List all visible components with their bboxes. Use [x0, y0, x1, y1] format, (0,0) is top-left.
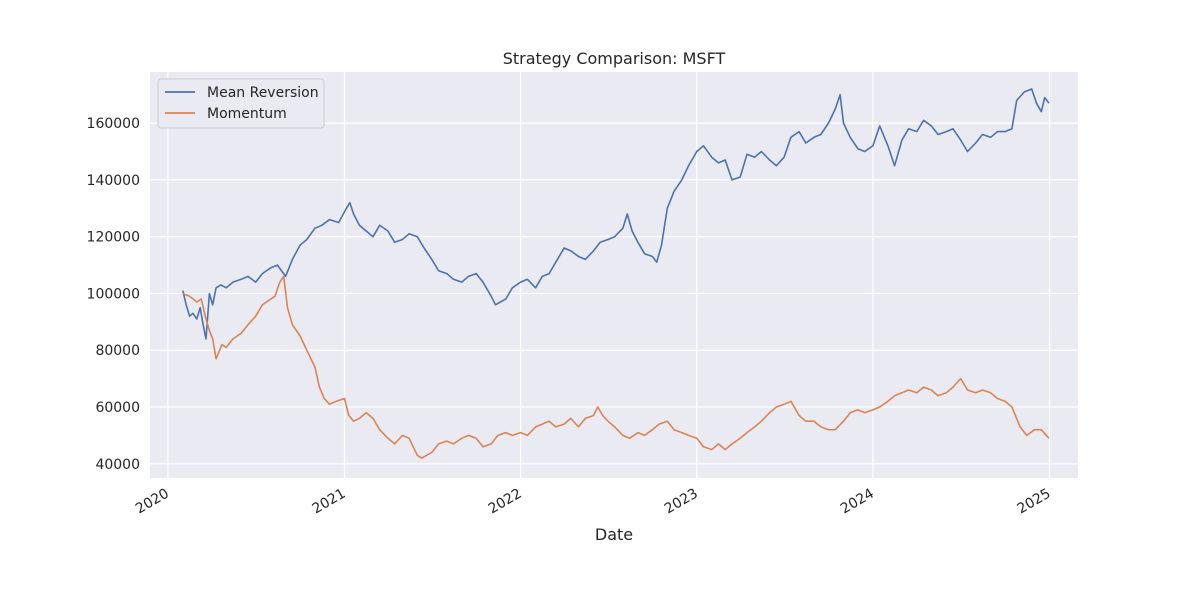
y-tick-label: 80000 — [95, 343, 140, 359]
x-tick-label: 2025 — [1015, 486, 1054, 518]
y-tick-label: 160000 — [87, 116, 140, 132]
y-tick-label: 140000 — [87, 173, 140, 189]
y-tick-label: 60000 — [95, 400, 140, 416]
plot-area — [150, 72, 1078, 478]
x-axis-title: Date — [595, 525, 633, 544]
legend-label: Mean Reversion — [207, 85, 319, 101]
series-line-mean-reversion — [182, 88, 1050, 340]
y-tick-label: 100000 — [87, 286, 140, 302]
x-tick-label: 2024 — [838, 486, 877, 518]
legend-label: Momentum — [207, 106, 287, 122]
y-tick-labels: 40000 60000 80000 100000 120000 140000 160000 — [87, 116, 140, 473]
series-lines — [182, 88, 1050, 459]
x-tick-label: 2022 — [486, 486, 525, 518]
legend: Mean Reversion Momentum — [157, 78, 325, 129]
x-tick-label: 2023 — [662, 486, 701, 518]
series-line-momentum — [182, 275, 1050, 459]
x-tick-label: 2020 — [133, 486, 172, 518]
y-tick-label: 120000 — [87, 230, 140, 246]
x-tick-labels: 2020 2021 2022 2023 2024 2025 — [133, 486, 1054, 518]
chart-title: Strategy Comparison: MSFT — [503, 49, 726, 68]
x-tick-label: 2021 — [310, 486, 349, 518]
y-tick-label: 40000 — [95, 457, 140, 473]
legend-frame — [157, 78, 325, 129]
